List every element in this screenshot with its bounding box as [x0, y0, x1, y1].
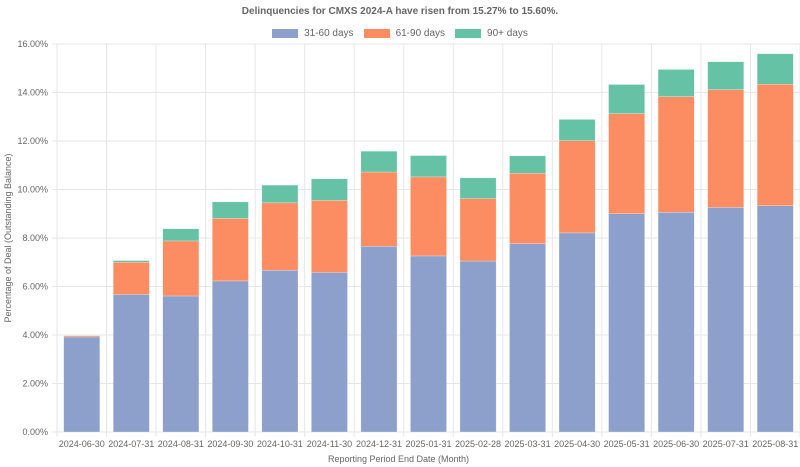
x-tick-label: 2025-03-31	[505, 439, 551, 449]
bar-segment-61-90-days[interactable]	[112, 262, 150, 295]
x-tick-label: 2024-08-31	[158, 439, 204, 449]
x-tick-label: 2024-12-31	[356, 439, 402, 449]
x-tick-label: 2024-07-31	[108, 439, 154, 449]
y-tick-label: 16.00%	[17, 39, 48, 49]
bar-segment-31-60-days[interactable]	[756, 205, 794, 433]
y-axis-title: Percentage of Deal (Outstanding Balance)	[3, 153, 13, 322]
bar-segment-61-90-days[interactable]	[509, 173, 546, 244]
legend-label-61-90: 61-90 days	[395, 28, 446, 39]
bar-segment-31-60-days[interactable]	[261, 270, 299, 433]
bar-segment-31-60-days[interactable]	[459, 260, 497, 433]
bar-segment-31-60-days[interactable]	[558, 232, 596, 433]
bar-segment-61-90-days[interactable]	[410, 176, 447, 257]
bar-segment-31-60-days[interactable]	[707, 207, 745, 433]
y-tick-label: 12.00%	[17, 136, 48, 146]
bar-segment-61-90-days[interactable]	[707, 89, 745, 208]
legend-swatch-31-60	[272, 29, 299, 38]
bar-segment-31-60-days[interactable]	[509, 243, 546, 433]
bars	[63, 53, 794, 433]
chart-title: Delinquencies for CMXS 2024-A have risen…	[241, 6, 559, 17]
legend-item-90-plus[interactable]: 90+ days	[455, 28, 528, 39]
x-tick-label: 2025-07-31	[703, 439, 749, 449]
y-tick-label: 4.00%	[22, 330, 48, 340]
bar-segment-61-90-days[interactable]	[608, 113, 645, 214]
bar-segment-61-90-days[interactable]	[657, 96, 695, 213]
bar-segment-90-days[interactable]	[756, 53, 794, 85]
y-tick-label: 14.00%	[17, 88, 48, 98]
y-tick-label: 6.00%	[22, 282, 48, 292]
bar-segment-31-60-days[interactable]	[360, 245, 398, 433]
x-tick-label: 2025-02-28	[455, 439, 501, 449]
bar-segment-90-days[interactable]	[459, 177, 497, 199]
bar-segment-61-90-days[interactable]	[756, 84, 794, 206]
bar-segment-31-60-days[interactable]	[311, 272, 348, 433]
bar-segment-31-60-days[interactable]	[608, 213, 645, 433]
x-tick-label: 2025-01-31	[405, 439, 451, 449]
x-tick-label: 2025-08-31	[752, 439, 798, 449]
bar-segment-90-days[interactable]	[608, 84, 645, 114]
x-axis-title: Reporting Period End Date (Month)	[328, 454, 469, 464]
bar-segment-90-days[interactable]	[558, 119, 596, 142]
bar-segment-61-90-days[interactable]	[459, 198, 497, 262]
legend-label-90-plus: 90+ days	[487, 28, 528, 39]
bar-segment-61-90-days[interactable]	[558, 140, 596, 234]
x-tick-label: 2025-04-30	[554, 439, 600, 449]
y-tick-label: 2.00%	[22, 379, 48, 389]
bar-segment-31-60-days[interactable]	[112, 294, 150, 433]
bar-segment-61-90-days[interactable]	[311, 200, 348, 273]
y-tick-label: 0.00%	[22, 427, 48, 437]
bar-segment-61-90-days[interactable]	[360, 171, 398, 247]
bar-segment-61-90-days[interactable]	[63, 335, 101, 338]
bar-segment-61-90-days[interactable]	[212, 218, 249, 282]
legend-item-61-90[interactable]: 61-90 days	[363, 28, 446, 39]
bar-segment-90-days[interactable]	[360, 150, 398, 173]
y-axis-ticks: 0.00% 2.00% 4.00% 6.00% 8.00% 10.00% 12.00% 14.…	[17, 39, 48, 437]
bar-segment-61-90-days[interactable]	[261, 202, 299, 271]
legend: 31-60 days 61-90 days 90+ days	[0, 28, 800, 39]
x-tick-label: 2024-09-30	[207, 439, 253, 449]
bar-segment-31-60-days[interactable]	[162, 295, 200, 433]
bar-segment-31-60-days[interactable]	[410, 255, 447, 433]
x-tick-label: 2024-06-30	[59, 439, 105, 449]
legend-label-31-60: 31-60 days	[304, 28, 354, 39]
bar-segment-90-days[interactable]	[162, 228, 200, 242]
x-tick-label: 2025-06-30	[653, 439, 699, 449]
bar-segment-90-days[interactable]	[410, 155, 447, 178]
y-tick-label: 8.00%	[22, 233, 48, 243]
x-axis-ticks: 2024-06-30 2024-07-31 2024-08-31 2024-09-30…	[59, 439, 799, 449]
bar-segment-31-60-days[interactable]	[657, 212, 695, 433]
bar-segment-90-days[interactable]	[311, 178, 348, 201]
bar-segment-90-days[interactable]	[657, 69, 695, 97]
y-tick-label: 10.00%	[17, 185, 48, 195]
bar-segment-31-60-days[interactable]	[63, 336, 101, 433]
legend-item-31-60[interactable]: 31-60 days	[272, 28, 354, 39]
x-tick-label: 2024-11-30	[307, 439, 352, 449]
bar-segment-31-60-days[interactable]	[212, 280, 249, 433]
bar-segment-61-90-days[interactable]	[162, 240, 200, 297]
bar-segment-90-days[interactable]	[112, 260, 150, 263]
legend-swatch-90-plus	[455, 29, 482, 38]
bar-segment-90-days[interactable]	[212, 201, 249, 219]
legend-swatch-61-90	[363, 29, 390, 38]
bar-segment-90-days[interactable]	[707, 61, 745, 90]
x-tick-label: 2024-10-31	[257, 439, 303, 449]
x-tick-label: 2025-05-31	[604, 439, 650, 449]
bar-segment-90-days[interactable]	[261, 184, 299, 204]
bar-segment-90-days[interactable]	[509, 155, 546, 174]
